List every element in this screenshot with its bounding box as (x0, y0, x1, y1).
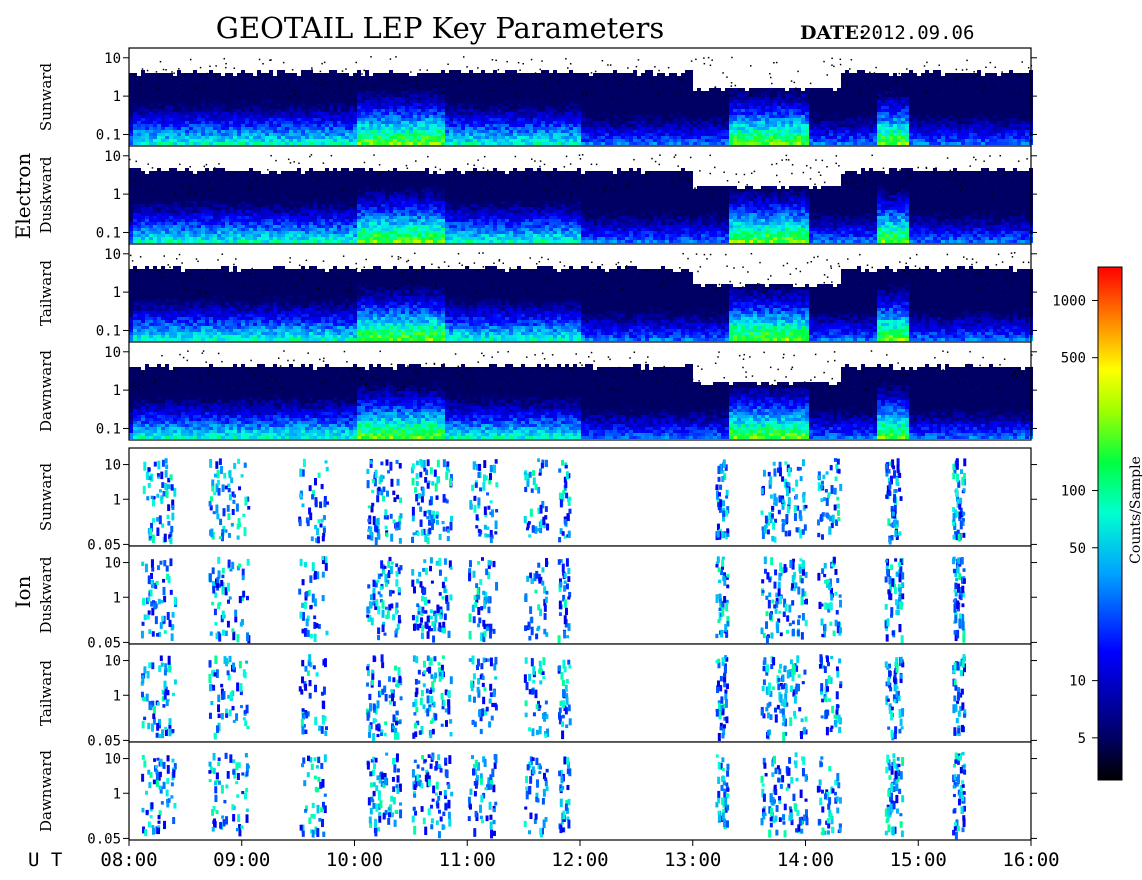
colorbar-label: Counts/Sample (1128, 456, 1142, 564)
spectrogram (140, 654, 967, 742)
y-tick-label: 0.1 (96, 323, 121, 339)
y-tick-label: 1 (113, 688, 121, 704)
colorbar-scale (1097, 266, 1123, 781)
y-tick-label: 0.05 (87, 537, 121, 553)
panel-label: Tailward (37, 660, 55, 726)
y-tick-label: 10 (104, 556, 121, 572)
panel-background (129, 448, 1031, 546)
y-tick-label: 0.05 (87, 733, 121, 749)
panel-label: Sunward (37, 463, 55, 532)
panel-label: Dawnward (37, 750, 55, 832)
y-tick-label: 10 (104, 345, 121, 361)
colorbar-tick-label: 100 (1061, 484, 1086, 500)
x-axis: 08:00 09:00 10:00 11:00 12:00 13:00 14:00 15:00… (100, 840, 1060, 871)
colorbar-tick-label: 50 (1069, 541, 1086, 557)
y-tick-label: 10 (104, 51, 121, 67)
y-tick-label: 1 (113, 187, 121, 203)
figure-title: GEOTAIL LEP Key Parameters (216, 11, 664, 45)
panel-frame (128, 341, 1032, 441)
colorbar: 5 10 50 100 500 1000 Counts/Sample (1052, 266, 1142, 781)
spectrogram (140, 556, 966, 644)
spectrogram (129, 350, 1033, 439)
x-tick-label: 14:00 (777, 849, 834, 871)
spectrogram (141, 752, 967, 840)
ion-tailward-panel: 0.05 1 10 Tailward (37, 643, 1037, 749)
panel-label: Duskward (37, 556, 55, 633)
y-tick-label: 0.1 (96, 225, 121, 241)
date-label: DATE: (800, 22, 866, 44)
spectrogram (129, 252, 1033, 341)
electron-duskward-panel: 0.1 1 10 Duskward (37, 145, 1037, 245)
y-tick-label: 10 (104, 247, 121, 263)
y-tick-label: 0.05 (87, 831, 121, 847)
y-tick-label: 10 (104, 458, 121, 474)
y-tick-label: 10 (104, 149, 121, 165)
electron-tailward-panel: 0.1 1 10 Tailward (37, 243, 1037, 343)
x-tick-label: 11:00 (439, 849, 496, 871)
panel-label: Dawnward (37, 350, 55, 432)
x-tick-label: 09:00 (213, 849, 270, 871)
spectrogram (142, 458, 967, 546)
electron-sunward-panel: 0.1 1 10 Sunward (37, 47, 1037, 147)
panel-label: Duskward (37, 156, 55, 233)
y-tick-label: 1 (113, 383, 121, 399)
date-value: 2012.09.06 (860, 22, 974, 44)
y-tick-label: 0.1 (96, 421, 121, 437)
x-axis-label: U T (28, 849, 62, 871)
ion-duskward-panel: 0.05 1 10 Duskward (37, 545, 1037, 651)
panel-background (129, 546, 1031, 644)
electron-group-label: Electron (11, 153, 35, 240)
y-tick-label: 1 (113, 492, 121, 508)
y-tick-label: 1 (113, 89, 121, 105)
y-tick-label: 1 (113, 786, 121, 802)
y-tick-label: 0.1 (96, 127, 121, 143)
y-tick-label: 10 (104, 654, 121, 670)
ion-dawnward-panel: 0.05 1 10 Dawnward (37, 741, 1037, 847)
colorbar-ticks: 5 10 50 100 500 1000 (1052, 293, 1098, 747)
electron-dawnward-panel: 0.1 1 10 Dawnward (37, 341, 1037, 441)
panels-area: 0.1 1 10 Sunward 0.1 1 10 Duskward 0.1 1 10 Tailwar… (37, 47, 1037, 847)
y-tick-label: 1 (113, 285, 121, 301)
x-tick-label: 08:00 (100, 849, 157, 871)
ion-group-label: Ion (11, 575, 35, 608)
x-tick-label: 15:00 (890, 849, 947, 871)
colorbar-tick-label: 10 (1069, 674, 1086, 690)
colorbar-tick-label: 500 (1061, 351, 1086, 367)
x-tick-label: 10:00 (326, 849, 383, 871)
spectrogram (129, 154, 1033, 243)
y-tick-label: 10 (104, 752, 121, 768)
x-tick-label: 13:00 (664, 849, 721, 871)
panel-background (129, 644, 1031, 742)
spectrogram (129, 56, 1033, 145)
panel-background (129, 742, 1031, 840)
colorbar-tick-label: 5 (1078, 731, 1086, 747)
panel-label: Sunward (37, 63, 55, 132)
panel-label: Tailward (37, 260, 55, 326)
colorbar-tick-label: 1000 (1052, 293, 1086, 309)
ion-sunward-panel: 0.05 1 10 Sunward (37, 447, 1037, 553)
y-tick-label: 1 (113, 590, 121, 606)
x-tick-label: 12:00 (551, 849, 608, 871)
y-tick-label: 0.05 (87, 635, 121, 651)
x-tick-label: 16:00 (1002, 849, 1059, 871)
